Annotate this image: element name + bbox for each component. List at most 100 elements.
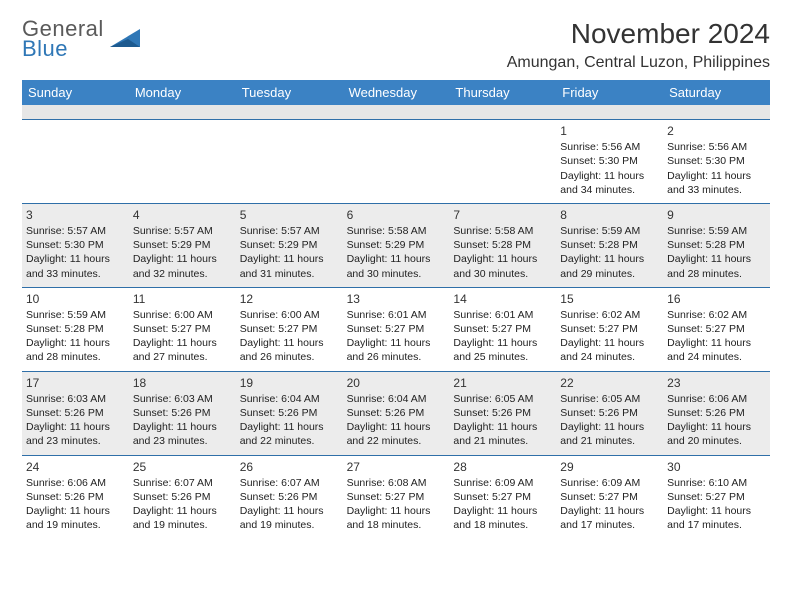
day-cell: 27Sunrise: 6:08 AMSunset: 5:27 PMDayligh… [343,455,450,539]
day-cell: 22Sunrise: 6:05 AMSunset: 5:26 PMDayligh… [556,371,663,455]
day-cell: 24Sunrise: 6:06 AMSunset: 5:26 PMDayligh… [22,455,129,539]
day-detail: Sunrise: 5:59 AM [560,224,659,238]
day-detail: Sunset: 5:26 PM [26,490,125,504]
day-header: Monday [129,80,236,105]
day-cell: 15Sunrise: 6:02 AMSunset: 5:27 PMDayligh… [556,287,663,371]
day-detail: Sunset: 5:26 PM [240,406,339,420]
day-number: 6 [347,207,446,223]
day-detail: and 25 minutes. [453,350,552,364]
day-detail: Sunset: 5:26 PM [560,406,659,420]
day-number: 24 [26,459,125,475]
day-number: 26 [240,459,339,475]
day-detail: Daylight: 11 hours [240,504,339,518]
day-detail: Daylight: 11 hours [667,169,766,183]
day-cell: 30Sunrise: 6:10 AMSunset: 5:27 PMDayligh… [663,455,770,539]
day-number: 3 [26,207,125,223]
day-cell: 9Sunrise: 5:59 AMSunset: 5:28 PMDaylight… [663,203,770,287]
day-detail: Sunrise: 6:02 AM [667,308,766,322]
day-detail: Sunrise: 6:10 AM [667,476,766,490]
header: General Blue November 2024 Amungan, Cent… [22,18,770,72]
day-detail: and 21 minutes. [560,434,659,448]
day-detail: Daylight: 11 hours [453,252,552,266]
day-detail: and 18 minutes. [453,518,552,532]
location: Amungan, Central Luzon, Philippines [507,54,770,72]
day-detail: and 32 minutes. [133,267,232,281]
day-detail: Sunrise: 5:57 AM [26,224,125,238]
day-detail: Sunset: 5:28 PM [26,322,125,336]
day-detail: Sunset: 5:29 PM [133,238,232,252]
day-cell: 13Sunrise: 6:01 AMSunset: 5:27 PMDayligh… [343,287,450,371]
logo-line2: Blue [22,38,104,60]
day-number: 15 [560,291,659,307]
day-detail: Sunrise: 6:08 AM [347,476,446,490]
header-spacer [449,105,556,119]
day-detail: and 26 minutes. [347,350,446,364]
day-cell-blank [449,119,556,203]
day-detail: and 18 minutes. [347,518,446,532]
header-spacer [236,105,343,119]
day-number: 12 [240,291,339,307]
day-detail: Sunset: 5:27 PM [240,322,339,336]
day-cell: 4Sunrise: 5:57 AMSunset: 5:29 PMDaylight… [129,203,236,287]
day-detail: Sunset: 5:27 PM [347,322,446,336]
day-header: Thursday [449,80,556,105]
day-detail: Sunrise: 6:01 AM [453,308,552,322]
day-number: 11 [133,291,232,307]
day-detail: and 30 minutes. [347,267,446,281]
day-detail: and 33 minutes. [26,267,125,281]
day-number: 30 [667,459,766,475]
month-title: November 2024 [507,18,770,50]
day-detail: Sunrise: 5:56 AM [667,140,766,154]
day-number: 27 [347,459,446,475]
day-number: 19 [240,375,339,391]
day-cell: 12Sunrise: 6:00 AMSunset: 5:27 PMDayligh… [236,287,343,371]
day-detail: Sunrise: 6:00 AM [133,308,232,322]
day-detail: Sunset: 5:26 PM [347,406,446,420]
header-spacer [556,105,663,119]
day-cell: 11Sunrise: 6:00 AMSunset: 5:27 PMDayligh… [129,287,236,371]
day-detail: Daylight: 11 hours [26,252,125,266]
day-detail: Sunset: 5:30 PM [560,154,659,168]
day-header: Saturday [663,80,770,105]
day-detail: Daylight: 11 hours [133,336,232,350]
day-detail: Sunrise: 6:07 AM [240,476,339,490]
day-detail: Sunrise: 5:58 AM [453,224,552,238]
day-detail: Daylight: 11 hours [26,420,125,434]
day-number: 16 [667,291,766,307]
day-detail: Sunrise: 6:02 AM [560,308,659,322]
day-cell-blank [343,119,450,203]
day-detail: Sunset: 5:30 PM [667,154,766,168]
day-number: 29 [560,459,659,475]
day-detail: and 19 minutes. [26,518,125,532]
day-detail: and 31 minutes. [240,267,339,281]
day-detail: Sunrise: 5:59 AM [667,224,766,238]
day-cell: 26Sunrise: 6:07 AMSunset: 5:26 PMDayligh… [236,455,343,539]
day-detail: and 29 minutes. [560,267,659,281]
day-detail: and 33 minutes. [667,183,766,197]
day-detail: Sunrise: 6:00 AM [240,308,339,322]
day-detail: and 22 minutes. [240,434,339,448]
logo: General Blue [22,18,144,60]
day-detail: Sunrise: 6:06 AM [667,392,766,406]
day-cell: 6Sunrise: 5:58 AMSunset: 5:29 PMDaylight… [343,203,450,287]
day-number: 25 [133,459,232,475]
day-number: 13 [347,291,446,307]
day-cell: 25Sunrise: 6:07 AMSunset: 5:26 PMDayligh… [129,455,236,539]
day-detail: Sunrise: 6:03 AM [133,392,232,406]
day-number: 10 [26,291,125,307]
day-cell: 16Sunrise: 6:02 AMSunset: 5:27 PMDayligh… [663,287,770,371]
day-detail: Sunset: 5:26 PM [133,490,232,504]
day-detail: and 19 minutes. [133,518,232,532]
day-detail: and 34 minutes. [560,183,659,197]
day-cell-blank [129,119,236,203]
day-detail: Sunset: 5:26 PM [26,406,125,420]
day-detail: Daylight: 11 hours [453,420,552,434]
day-detail: Sunset: 5:28 PM [667,238,766,252]
day-detail: Sunset: 5:26 PM [133,406,232,420]
day-detail: and 23 minutes. [26,434,125,448]
header-spacer [343,105,450,119]
day-detail: and 19 minutes. [240,518,339,532]
day-detail: Daylight: 11 hours [133,504,232,518]
day-detail: Sunset: 5:27 PM [453,322,552,336]
day-detail: and 24 minutes. [667,350,766,364]
